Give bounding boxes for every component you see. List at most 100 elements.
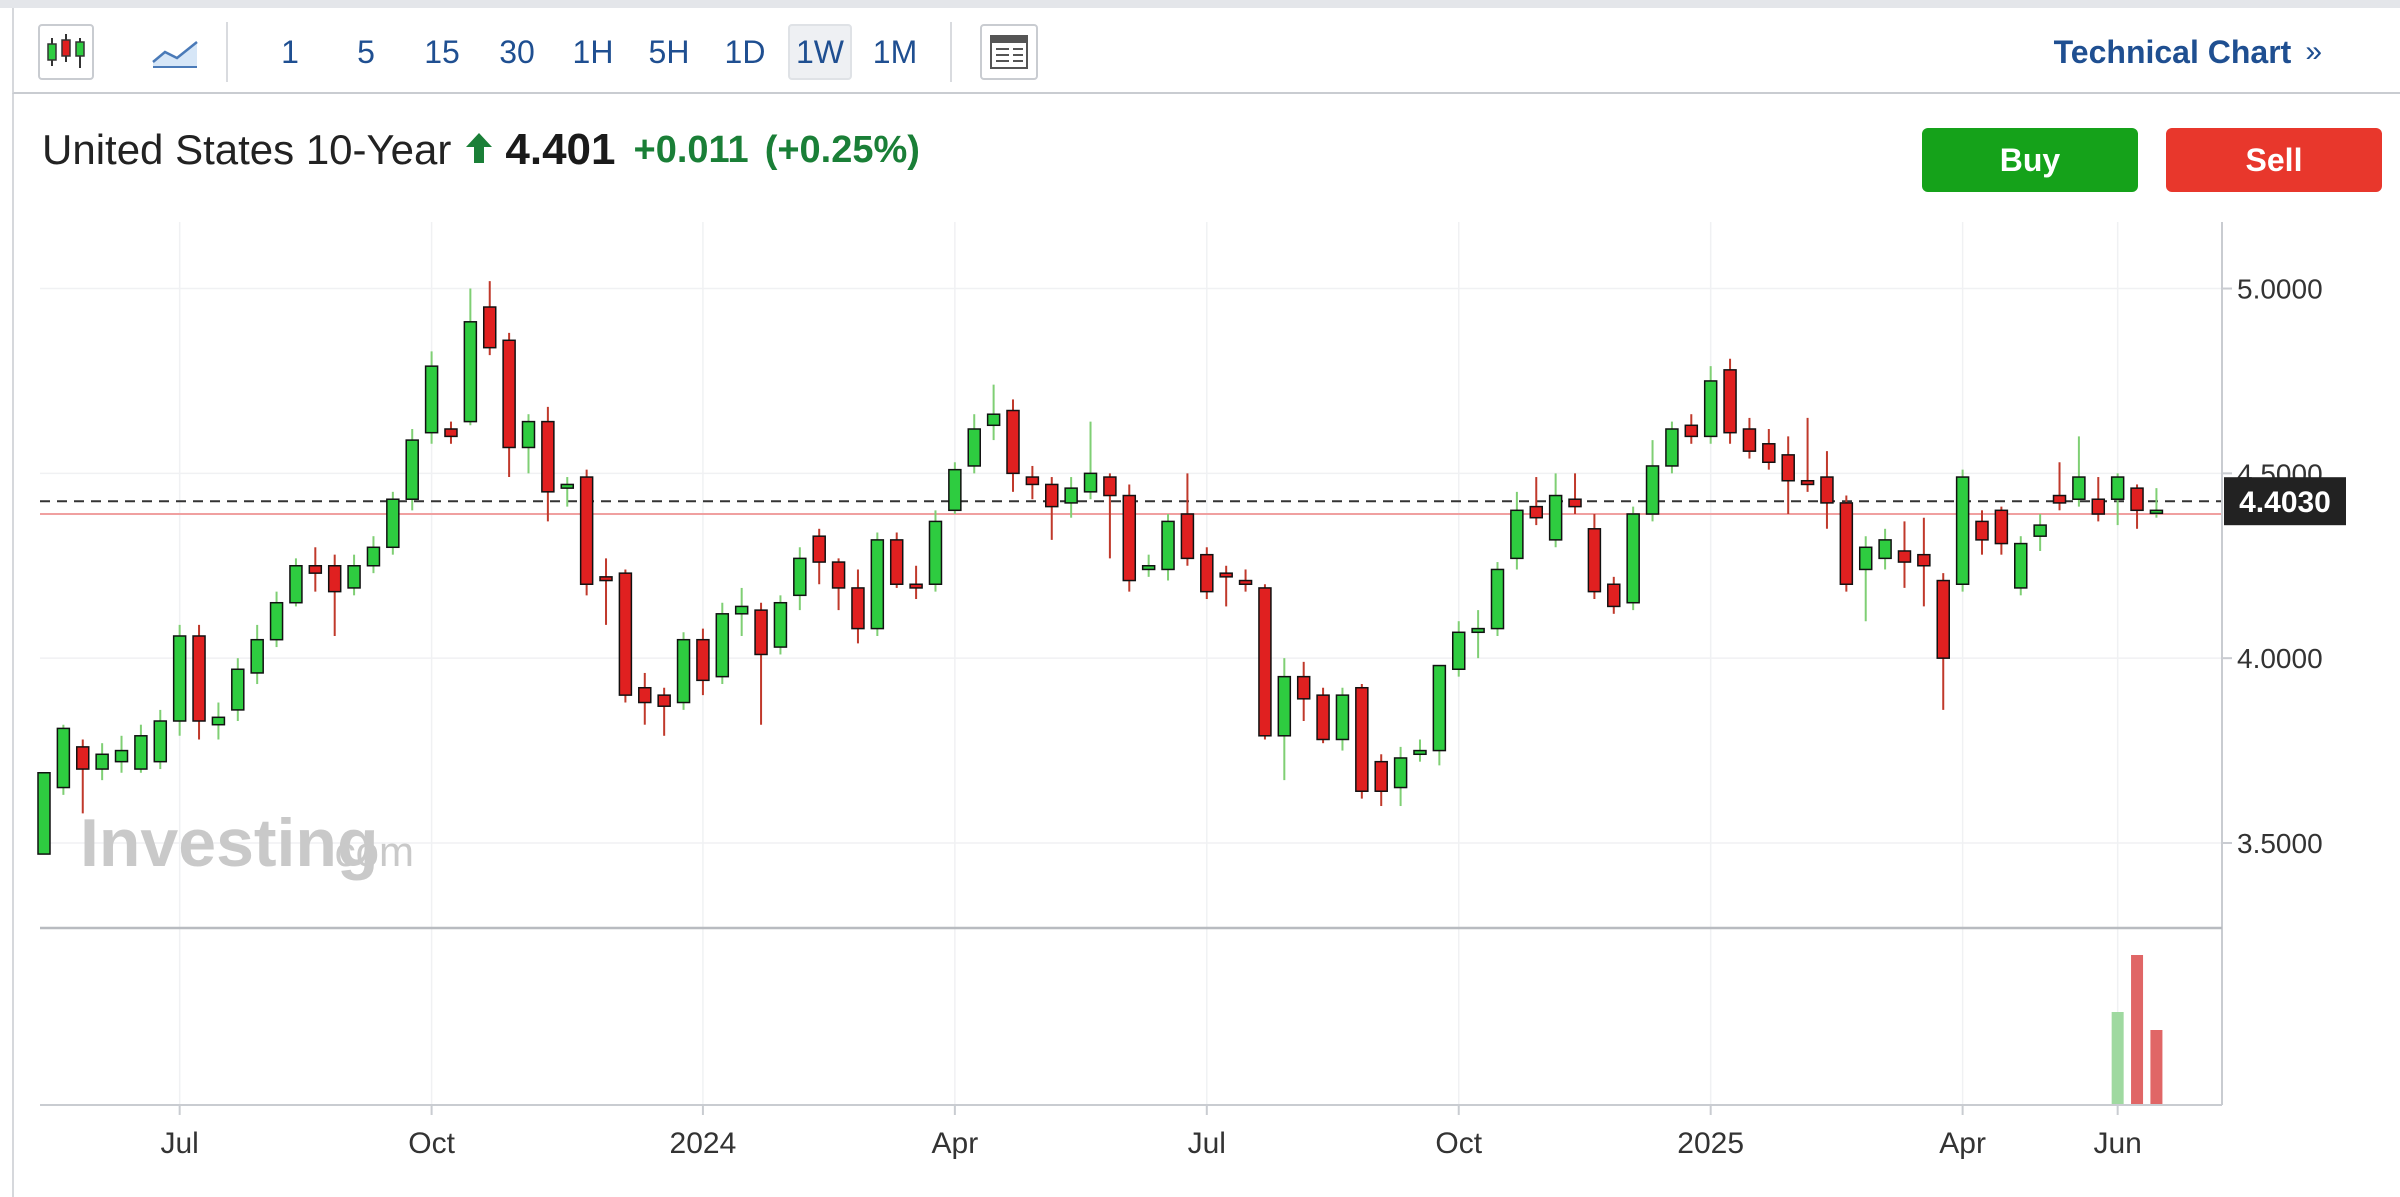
technical-chart-link[interactable]: Technical Chart » — [2054, 28, 2322, 76]
candle-body — [1820, 476, 1834, 504]
candle-body — [250, 638, 264, 674]
timeframe-1h-button[interactable]: 1H — [572, 33, 614, 70]
candle — [347, 554, 361, 596]
candle-body — [502, 339, 516, 449]
candle-body — [909, 583, 923, 589]
volume-bar — [2131, 955, 2144, 1105]
candle-body — [1878, 539, 1892, 560]
candle — [1161, 514, 1175, 581]
candle — [948, 462, 962, 515]
timeframe-15-button[interactable]: 15 — [424, 33, 460, 70]
candle — [1103, 473, 1117, 559]
candle — [1122, 484, 1137, 592]
sell-button[interactable]: Sell — [2166, 128, 2382, 192]
candle — [1568, 473, 1582, 515]
candle — [870, 532, 885, 636]
last-price-marker: 4.4030 — [2224, 477, 2346, 526]
timeframe-5h-button[interactable]: 5H — [648, 33, 690, 70]
candle — [1994, 506, 2009, 555]
layout-button[interactable] — [980, 24, 1038, 80]
candle-body — [1548, 494, 1563, 541]
candle — [1684, 414, 1699, 444]
candle-body — [2110, 476, 2125, 500]
candle-body — [599, 576, 613, 582]
up-arrow-icon — [465, 131, 493, 170]
timeframe-1d-button[interactable]: 1D — [724, 33, 766, 70]
candle-body — [1781, 454, 1795, 482]
candle-body — [289, 565, 303, 604]
candle — [1742, 417, 1757, 459]
candle-body — [986, 413, 1001, 427]
candle-body — [773, 601, 788, 648]
candle — [1762, 428, 1776, 470]
x-tick-label: Jul — [160, 1127, 198, 1160]
candle-body — [1665, 428, 1679, 467]
area-chart-type-button[interactable] — [140, 24, 210, 80]
candle-body — [1277, 675, 1292, 737]
candle-body — [967, 428, 981, 467]
candle — [1471, 610, 1485, 659]
candle — [269, 591, 284, 648]
candle-body — [1141, 565, 1156, 571]
candle — [192, 624, 206, 740]
candle — [676, 632, 691, 710]
timeframe-30-button[interactable]: 30 — [499, 33, 535, 70]
candle — [1703, 366, 1718, 444]
candle-body — [1045, 483, 1059, 508]
technical-chart-label: Technical Chart — [2053, 33, 2292, 70]
candle — [250, 624, 264, 685]
timeframe-1m-button[interactable]: 1M — [872, 33, 918, 70]
candle-body — [1122, 494, 1137, 582]
candle-body — [831, 561, 846, 589]
candle-body — [2130, 487, 2144, 512]
candle — [1723, 358, 1737, 444]
candle-body — [2149, 509, 2164, 515]
candle-body — [1006, 409, 1020, 475]
candle — [1587, 514, 1602, 600]
candle-body — [1083, 472, 1098, 493]
candle-body — [1316, 694, 1330, 741]
candle — [327, 554, 342, 636]
candle-body — [1238, 579, 1253, 585]
last-price-label: 4.4030 — [2239, 486, 2331, 519]
candle-body — [327, 565, 342, 593]
buy-button[interactable]: Buy — [1922, 128, 2138, 192]
candle-body — [889, 539, 904, 585]
candle-body — [76, 746, 90, 770]
candle — [1238, 569, 1253, 592]
candle-body — [1723, 369, 1737, 434]
candle — [793, 547, 807, 611]
candle-body — [734, 605, 749, 615]
toolbar-separator — [950, 22, 952, 82]
candle — [1529, 477, 1544, 526]
x-tick-label: Apr — [1939, 1127, 1986, 1160]
y-tick-label: 5.0000 — [2237, 274, 2323, 305]
candle-body — [1936, 579, 1950, 659]
timeframe-5-button[interactable]: 5 — [357, 33, 375, 70]
candle — [502, 332, 516, 478]
price-change: +0.011 — [633, 128, 749, 171]
x-axis-labels: Jul Oct 2024 Apr Jul Oct 2025 Apr Jun — [160, 1105, 2142, 1160]
timeframe-1w-button[interactable]: 1W — [788, 24, 852, 80]
candle — [1006, 399, 1020, 492]
chart-grid — [40, 222, 2222, 1105]
candle — [909, 565, 923, 600]
candle-body — [1917, 553, 1931, 567]
timeframe-1-button[interactable]: 1 — [281, 33, 299, 70]
candle-body — [269, 601, 284, 641]
candlestick-chart-type-button[interactable] — [38, 24, 94, 80]
candle-body — [1258, 587, 1272, 737]
chart-toolbar: 1 5 15 30 1H 5H 1D 1W 1M Technical Chart » — [12, 8, 2400, 94]
candle — [1451, 621, 1466, 677]
candle — [773, 595, 788, 655]
candle-body — [153, 720, 168, 763]
candle-body — [1645, 465, 1660, 515]
candle-body — [386, 498, 400, 549]
area-chart-icon — [152, 41, 198, 68]
candle-body — [1200, 553, 1214, 593]
candle-body — [2072, 476, 2086, 500]
candle — [172, 624, 187, 736]
candle — [1800, 417, 1815, 492]
